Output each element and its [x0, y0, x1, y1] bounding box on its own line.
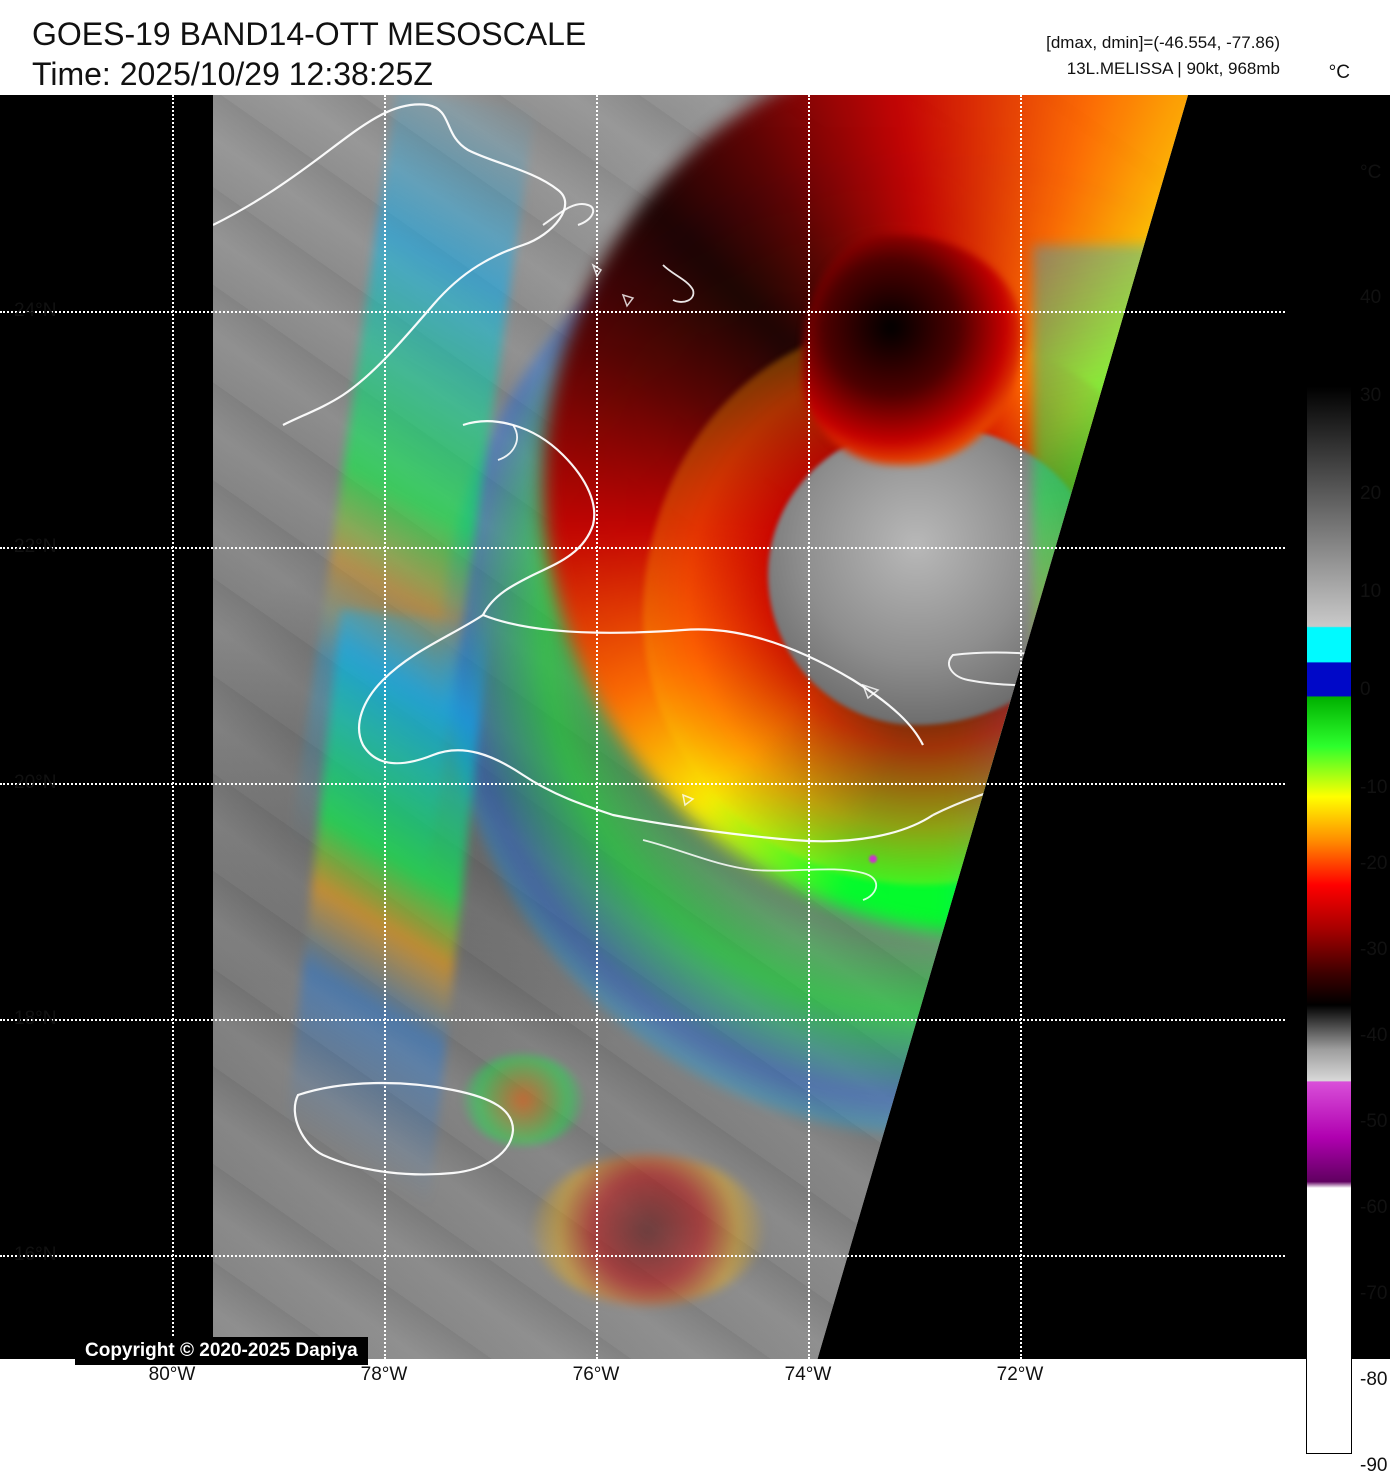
longitude-tick-label: 78°W — [361, 1364, 408, 1386]
southern-rainband-1 — [973, 915, 1103, 1359]
colorbar-tick-label: -60 — [1360, 1197, 1387, 1219]
longitude-tick-label: 72°W — [997, 1364, 1044, 1386]
southern-rainband-2 — [1113, 915, 1188, 1359]
colorbar-tick-label: -20 — [1360, 853, 1387, 875]
satellite-infrared-image[interactable] — [213, 95, 1188, 1359]
longitude-tick-label: 80°W — [149, 1364, 196, 1386]
colorbar-tick-label: 40 — [1360, 287, 1381, 309]
colorbar-tick-label: -40 — [1360, 1025, 1387, 1047]
longitude-tick-label: 74°W — [785, 1364, 832, 1386]
latitude-tick-label: 20°N — [14, 772, 56, 794]
map-frame[interactable]: 40 30 20 10 0 -10 -20 -30 -40 -50 -60 -70 -80 -90 °C — [0, 95, 1390, 1359]
longitude-tick-label: 76°W — [573, 1364, 620, 1386]
coastline-overlay — [213, 95, 1188, 1359]
dmax-dmin-label: [dmax, dmin]=(-46.554, -77.86) — [1046, 30, 1280, 56]
storm-stats-block: [dmax, dmin]=(-46.554, -77.86) 13L.MELIS… — [1046, 30, 1280, 81]
colorbar-gradient[interactable] — [1306, 190, 1352, 1454]
colorbar-unit-label: °C — [1360, 162, 1381, 184]
colorbar-tick-label: 20 — [1360, 483, 1381, 505]
extreme-cold-cloud-top-haiti — [946, 1080, 972, 1106]
colorbar-tick-label: 10 — [1360, 581, 1381, 603]
colorbar-container: 40 30 20 10 0 -10 -20 -30 -40 -50 -60 -70 -80 -90 °C — [1306, 190, 1352, 1454]
storm-info-label: 13L.MELISSA | 90kt, 968mb — [1046, 56, 1280, 82]
title-block: GOES-19 BAND14-OTT MESOSCALE Time: 2025/… — [32, 14, 586, 94]
colorbar-tick-label: 30 — [1360, 385, 1381, 407]
latitude-tick-label: 24°N — [14, 300, 56, 322]
copyright-badge: Copyright © 2020-2025 Dapiya — [75, 1337, 368, 1365]
latitude-tick-label: 16°N — [14, 1244, 56, 1266]
latitude-tick-label: 18°N — [14, 1008, 56, 1030]
timestamp-title: Time: 2025/10/29 12:38:25Z — [32, 54, 586, 94]
colorbar-tick-label: -50 — [1360, 1111, 1387, 1133]
colorbar-tick-label: -90 — [1360, 1455, 1387, 1477]
colorbar-tick-label: 0 — [1360, 679, 1371, 701]
latitude-tick-label: 22°N — [14, 536, 56, 558]
colorbar-tick-label: -30 — [1360, 939, 1387, 961]
degree-unit-label: °C — [1329, 62, 1350, 84]
colorbar-tick-label: -10 — [1360, 777, 1387, 799]
page-title: GOES-19 BAND14-OTT MESOSCALE — [32, 14, 586, 54]
header-bar: GOES-19 BAND14-OTT MESOSCALE Time: 2025/… — [0, 0, 1390, 95]
colorbar-tick-label: -70 — [1360, 1283, 1387, 1305]
colorbar-tick-label: -80 — [1360, 1369, 1387, 1391]
